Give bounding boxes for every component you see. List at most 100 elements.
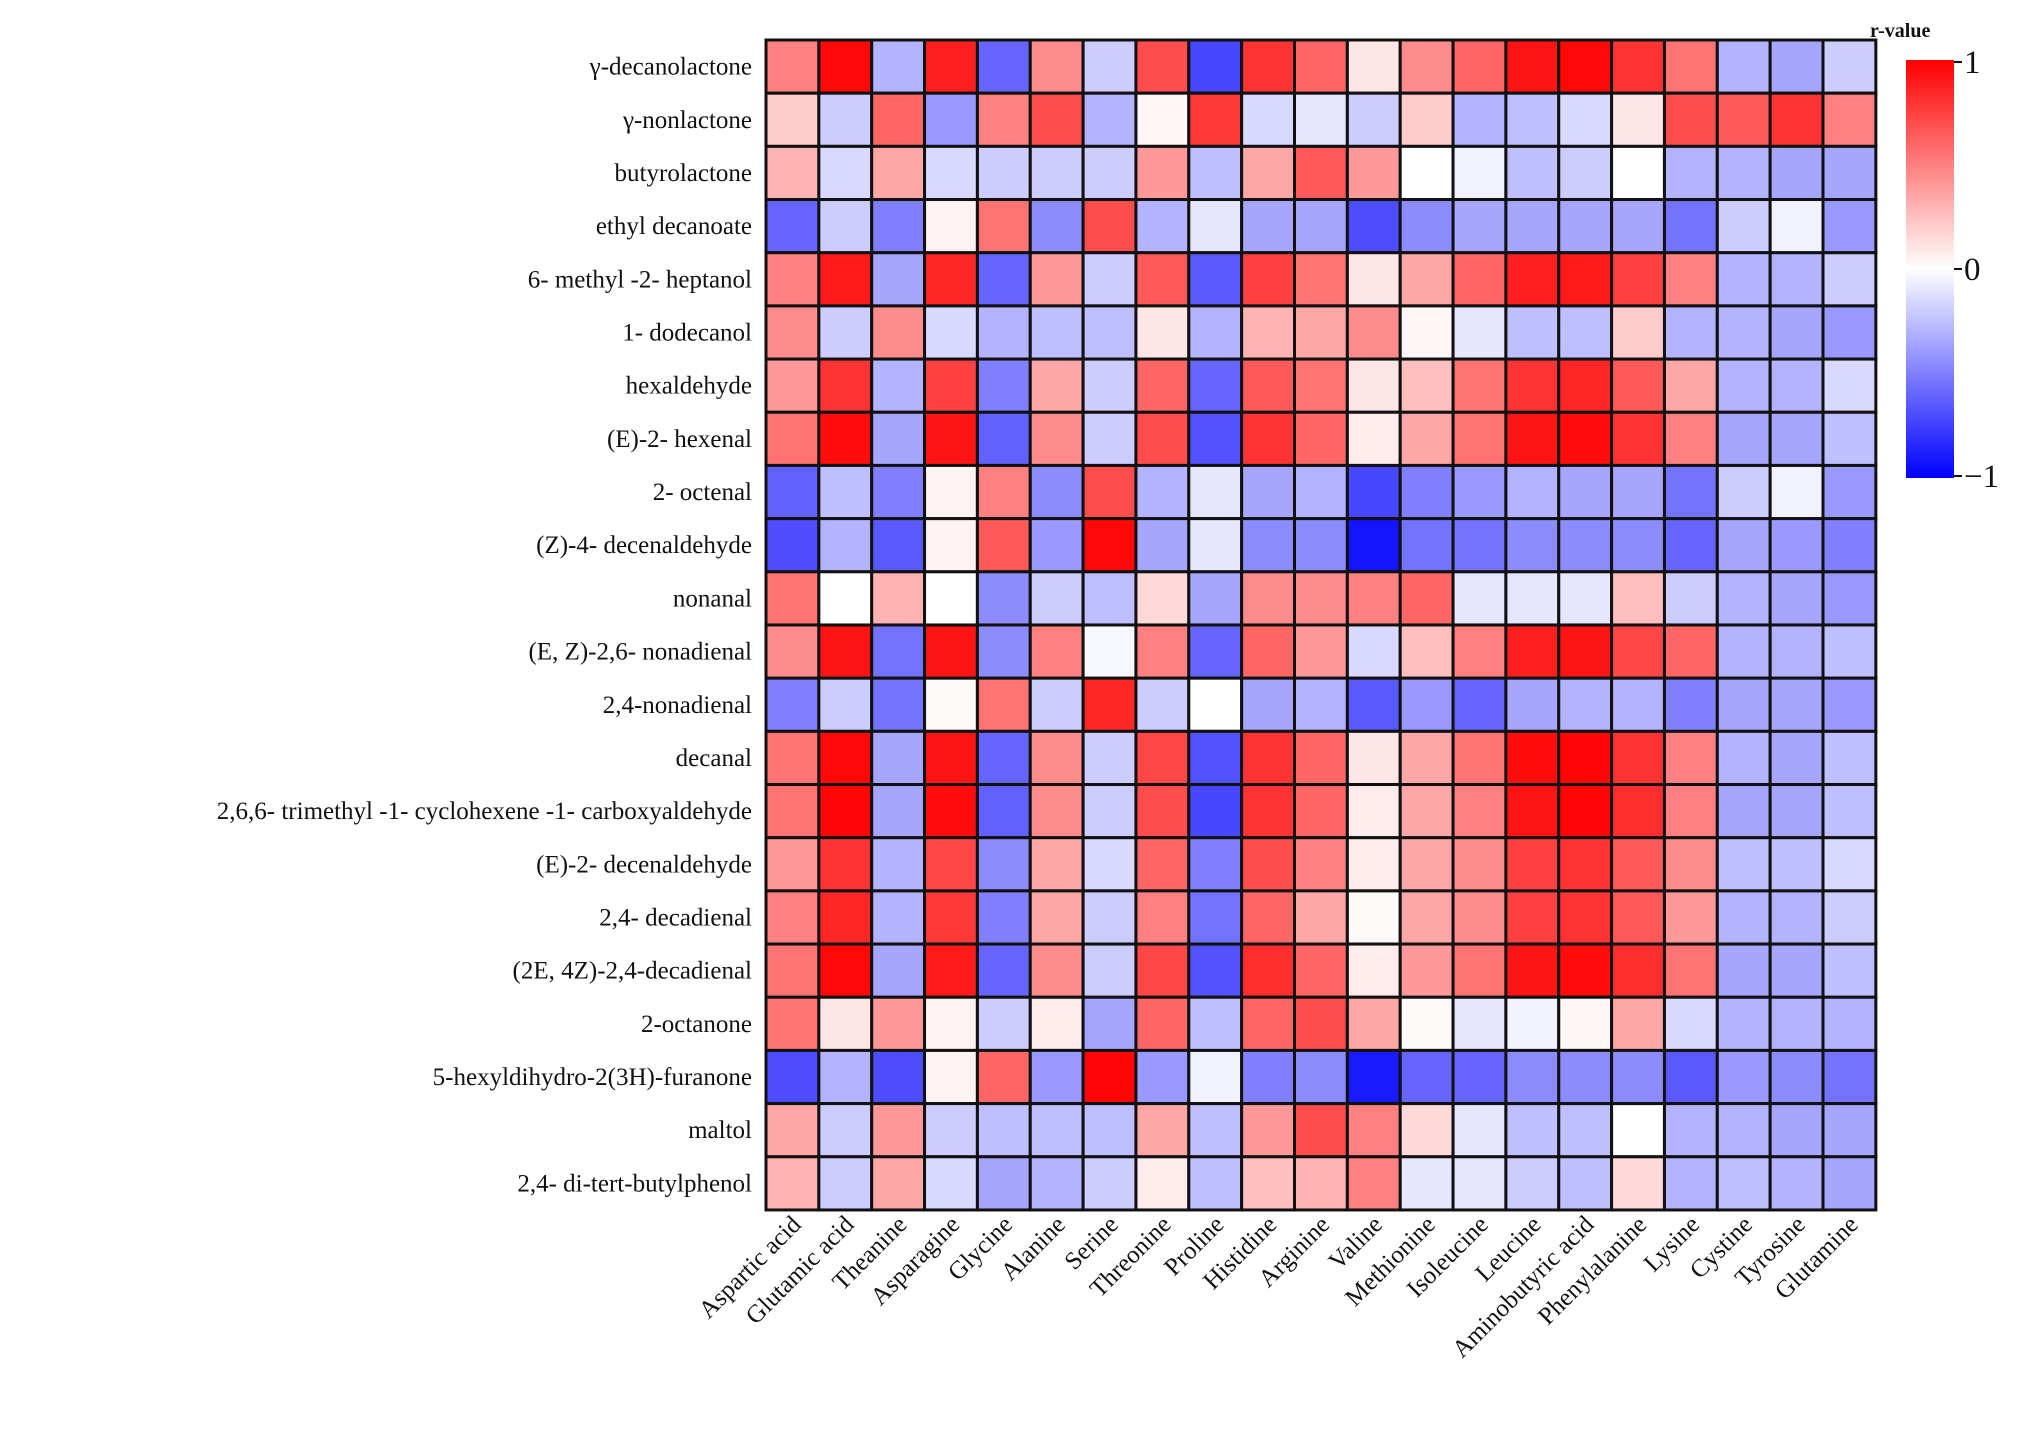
heatmap-cell [1028,144,1085,202]
heatmap-cell [1610,198,1666,255]
heatmap-cell [1134,1155,1191,1212]
heatmap-cell [764,517,821,574]
heatmap-cell [1081,91,1138,148]
heatmap-cell [1557,676,1614,733]
heatmap-cell [1662,1102,1719,1159]
heatmap-cell [1345,1048,1402,1106]
heatmap-cell [1768,729,1825,787]
heatmap-cell [1662,144,1719,202]
heatmap-cell [1028,357,1085,414]
heatmap-cell [1293,144,1349,202]
heatmap-cell [1187,357,1244,414]
row-label: (Z)-4- decenaldehyde [536,532,752,559]
heatmap-cell [1134,942,1191,999]
heatmap-cell [1451,942,1508,999]
heatmap-cell [1081,995,1138,1052]
heatmap-cell [1768,1048,1825,1106]
heatmap-cell [1662,676,1719,733]
heatmap-cell [1610,1048,1666,1106]
heatmap-cell [764,570,821,627]
heatmap-cell [1293,304,1349,361]
heatmap-cell [923,995,979,1052]
heatmap-cell [1610,570,1666,627]
heatmap-cell [1134,1102,1191,1159]
heatmap-cell [1187,836,1244,893]
heatmap-cell [1504,942,1561,999]
heatmap-cell [1028,942,1085,999]
heatmap-cell [1504,357,1561,414]
heatmap-cell [817,676,874,733]
heatmap-cell [1293,38,1349,95]
heatmap-cell [870,836,927,893]
heatmap-cell [1293,517,1349,574]
heatmap-cell [1134,304,1191,361]
heatmap-cell [1187,304,1244,361]
heatmap-cell [1187,783,1244,840]
heatmap-cell [975,1102,1032,1159]
heatmap-cell [1345,942,1402,999]
heatmap-cell [975,729,1032,787]
heatmap-cell [1715,410,1772,467]
heatmap-cell [1821,304,1878,361]
heatmap-cell [1345,304,1402,361]
heatmap-cell [1821,198,1878,255]
heatmap-cell [1557,304,1614,361]
heatmap-cell [1610,783,1666,840]
heatmap-cell [923,144,979,202]
heatmap-cell [975,942,1032,999]
heatmap-cell [1715,1048,1772,1106]
heatmap-cell [1662,517,1719,574]
heatmap-cell [1028,251,1085,308]
heatmap-cell [1240,410,1297,467]
heatmap-cell [1821,1155,1878,1212]
heatmap-cell [1345,198,1402,255]
heatmap-cell [1240,783,1297,840]
heatmap-cell [1557,623,1614,680]
row-label: nonanal [673,585,752,612]
heatmap-cell [1557,38,1614,95]
heatmap-cell [1240,995,1297,1052]
heatmap-cell [1293,729,1349,787]
heatmap-cell [1240,836,1297,893]
heatmap-cell [870,623,927,680]
heatmap-cell [1134,676,1191,733]
heatmap-cell [1768,198,1825,255]
heatmap-cell [1187,676,1244,733]
heatmap-cell [1345,995,1402,1052]
row-label: 2,4-nonadienal [603,692,752,719]
heatmap-cell [1504,91,1561,148]
heatmap-cell [1610,38,1666,95]
heatmap-cell [764,144,821,202]
heatmap-cell [975,517,1032,574]
heatmap-cell [923,623,979,680]
heatmap-cell [1134,517,1191,574]
heatmap-cell [1821,836,1878,893]
heatmap-cell [817,91,874,148]
heatmap-cell [817,251,874,308]
heatmap-cell [1081,198,1138,255]
heatmap-cell [1134,357,1191,414]
heatmap-cell [1715,995,1772,1052]
heatmap-cell [1662,729,1719,787]
heatmap-cell [870,357,927,414]
heatmap-cell [1557,729,1614,787]
heatmap-cell [1345,251,1402,308]
heatmap-cell [1451,623,1508,680]
heatmap-cell [1398,836,1455,893]
heatmap-cell [1768,1155,1825,1212]
heatmap-cell [1557,144,1614,202]
colorbar-legend: r-value 1 0 −1 [1870,20,1999,495]
heatmap-cell [870,1102,927,1159]
heatmap-cell [1821,783,1878,840]
row-label: hexaldehyde [626,373,752,400]
heatmap-cell [1451,676,1508,733]
heatmap-cell [1821,1048,1878,1106]
heatmap-cell [1451,1048,1508,1106]
heatmap-cell [1134,144,1191,202]
heatmap-cell [817,38,874,95]
heatmap-cell [1398,570,1455,627]
heatmap-cell [1081,410,1138,467]
heatmap-cell [1451,517,1508,574]
heatmap-cell [1662,357,1719,414]
heatmap-cell [1398,1155,1455,1212]
